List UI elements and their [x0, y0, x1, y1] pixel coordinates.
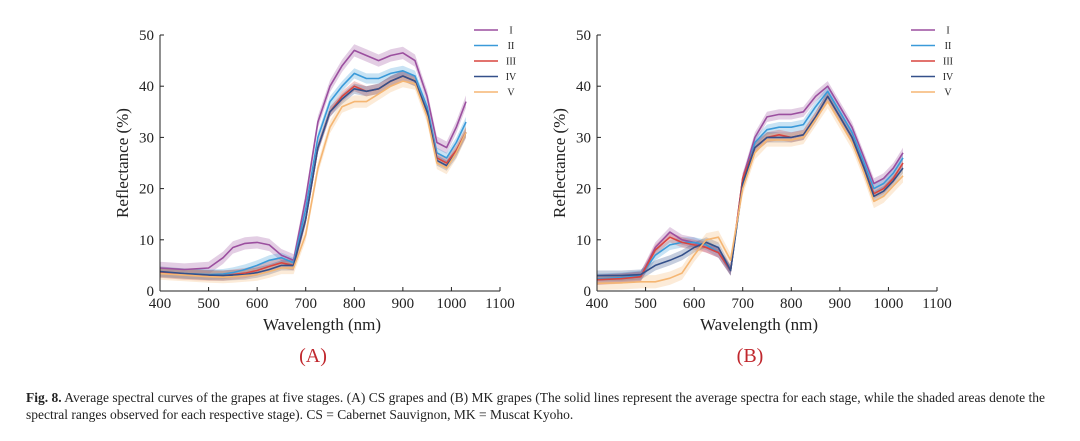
chart-panel-b: 400 500 600 700 800 900 1000 1100 0 10 20 30 40 50 Wav…: [550, 26, 954, 368]
y-tick-label: 50: [576, 28, 591, 44]
legend-label-I: I: [946, 26, 949, 37]
legend-label-II: II: [508, 41, 515, 52]
series-line-V: [596, 100, 904, 285]
y-tick-label: 40: [576, 79, 591, 95]
x-tick-label: 700: [731, 296, 754, 312]
y-tick-label: 0: [147, 284, 155, 300]
series-line-II: [596, 90, 904, 280]
y-tick-label: 30: [139, 130, 154, 146]
series-line-IV: [597, 95, 904, 277]
series-line-I: [596, 85, 904, 281]
legend-label-IV: IV: [506, 72, 517, 83]
x-tick-label: 800: [343, 296, 366, 312]
series-range-V: [597, 94, 903, 291]
series-line-II: [159, 70, 467, 276]
x-tick-label: 800: [780, 296, 803, 312]
legend-label-IV: IV: [943, 72, 954, 83]
caption-figure-number: Fig. 8.: [26, 390, 62, 405]
x-tick-label: 400: [586, 296, 609, 312]
legend-label-III: III: [943, 57, 953, 68]
y-tick-label: 30: [576, 130, 591, 146]
x-tick-label: 700: [294, 296, 317, 312]
legend-label-I: I: [509, 26, 512, 37]
series-line-III: [596, 95, 904, 281]
series-range-III: [597, 91, 903, 285]
y-axis-label: Reflectance (%): [113, 108, 132, 218]
y-tick-label: 0: [584, 284, 592, 300]
panel-label: (A): [299, 345, 327, 367]
y-tick-label: 40: [139, 79, 154, 95]
x-tick-label: 1100: [922, 296, 951, 312]
legend-label-III: III: [506, 57, 516, 68]
y-tick-label: 10: [576, 233, 591, 249]
series-range-IV: [597, 91, 903, 281]
caption-text: Average spectral curves of the grapes at…: [26, 390, 1045, 422]
x-tick-label: 400: [149, 296, 172, 312]
y-tick-label: 20: [139, 182, 154, 198]
series-line-V: [159, 80, 467, 279]
y-tick-label: 20: [576, 182, 591, 198]
legend-label-II: II: [945, 41, 952, 52]
chart-panel-a: 400 500 600 700 800 900 1000 1100 0 10 20 30 40 50 Wav…: [113, 26, 517, 368]
y-axis-label: Reflectance (%): [550, 108, 569, 218]
x-tick-label: 600: [683, 296, 706, 312]
x-tick-label: 1000: [436, 296, 466, 312]
x-tick-label: 900: [392, 296, 415, 312]
series-range-I: [160, 44, 466, 276]
figure-caption: Fig. 8. Average spectral curves of the g…: [26, 389, 1060, 423]
y-tick-label: 10: [139, 233, 154, 249]
series-range-I: [597, 81, 903, 285]
x-axis-label: Wavelength (nm): [700, 315, 818, 334]
y-tick-label: 50: [139, 28, 154, 44]
legend-label-V: V: [944, 88, 952, 99]
series-line-I: [159, 49, 467, 271]
x-tick-label: 500: [634, 296, 657, 312]
x-tick-label: 900: [829, 296, 852, 312]
x-tick-label: 600: [246, 296, 269, 312]
series-range-II: [597, 86, 903, 284]
series-line-IV: [159, 75, 467, 277]
panel-label: (B): [737, 345, 764, 367]
x-axis-label: Wavelength (nm): [263, 315, 381, 334]
x-tick-label: 1100: [485, 296, 514, 312]
legend-label-V: V: [507, 88, 515, 99]
x-tick-label: 1000: [873, 296, 903, 312]
x-tick-label: 500: [197, 296, 220, 312]
